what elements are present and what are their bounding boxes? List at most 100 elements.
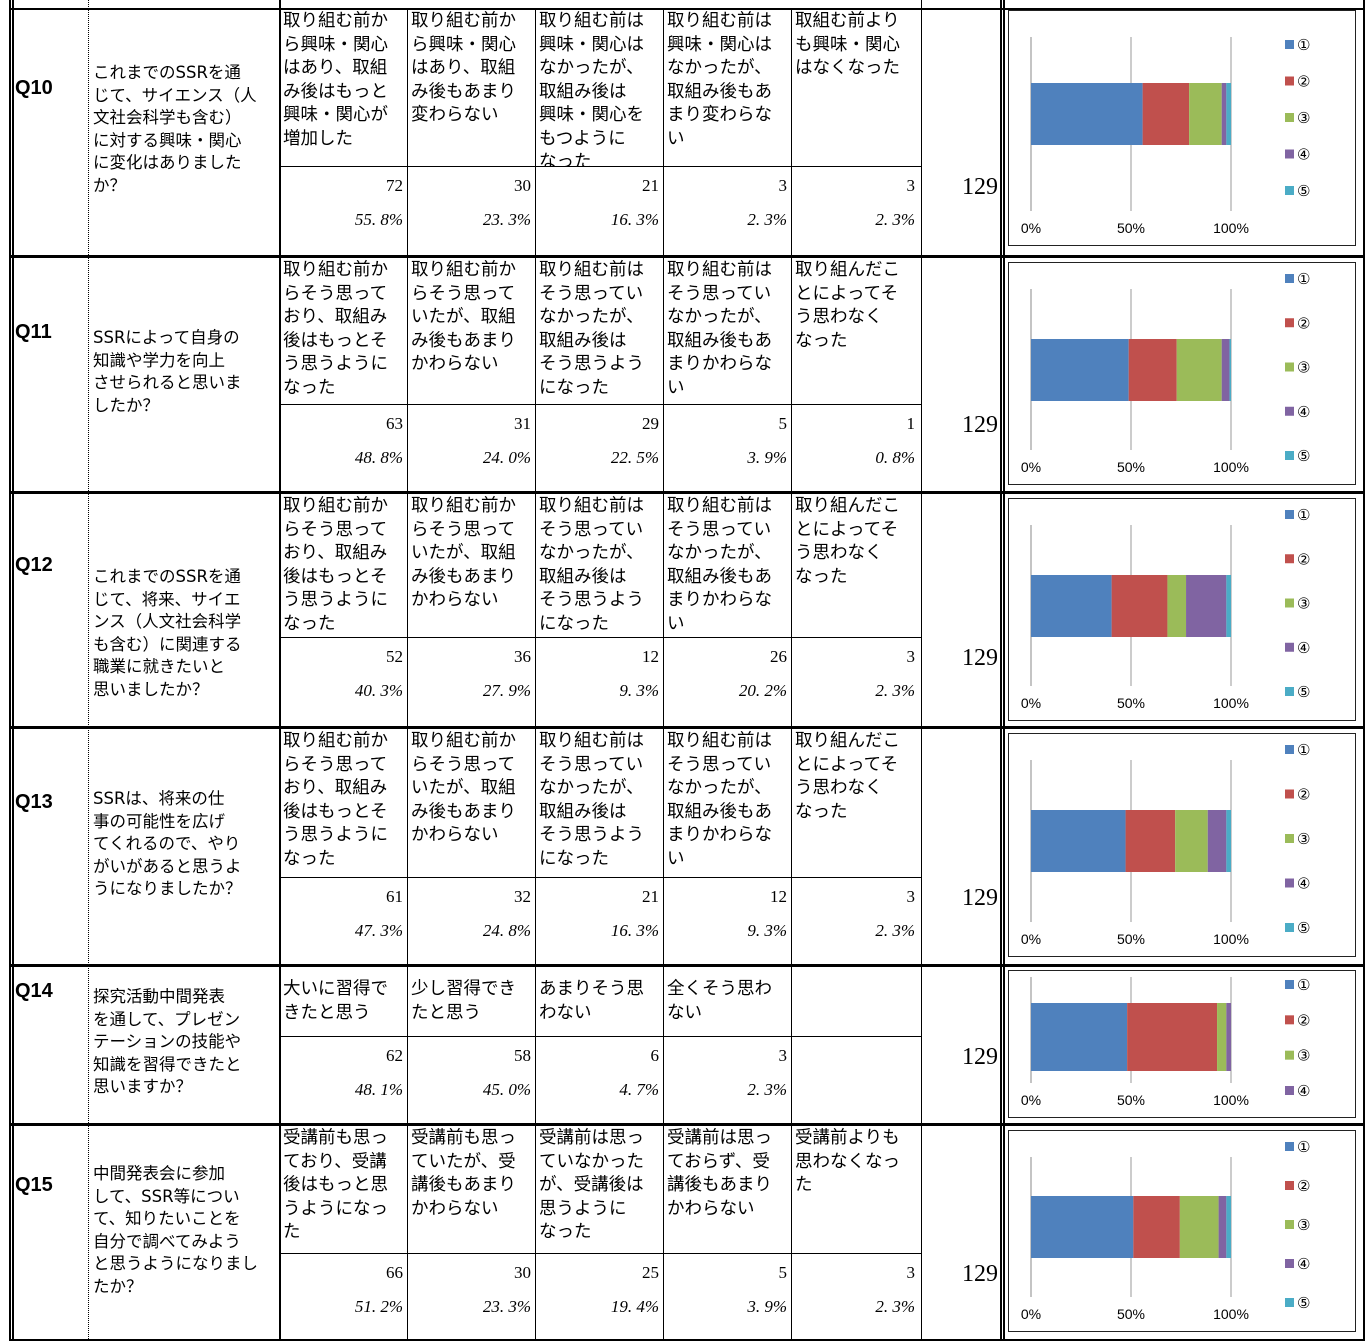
response-percent: 16. 3%: [610, 210, 659, 229]
legend-swatch: [1285, 687, 1294, 696]
grid-line: [791, 493, 793, 726]
option-label: 大いに習得で きたと思う: [283, 979, 388, 1023]
legend-label: ③: [1297, 1216, 1310, 1234]
response-percent: 2. 3%: [875, 921, 915, 940]
response-percent: 24. 0%: [482, 448, 531, 467]
response-count: 30: [514, 176, 531, 195]
grid-line: [791, 1125, 793, 1339]
grid-line: [663, 728, 665, 964]
grid-line: [791, 728, 793, 964]
legend-label: ②: [1297, 1011, 1310, 1029]
grid-line: [9, 493, 1365, 495]
response-percent: 0. 8%: [875, 448, 915, 467]
response-percent: 48. 1%: [354, 1080, 403, 1099]
response-count: 66: [386, 1263, 403, 1282]
grid-line: [9, 1125, 1365, 1127]
option-label: 取り組む前か らそう思って いたが、取組 み後もあまり かわらない: [411, 731, 516, 845]
grid-line: [407, 8, 409, 255]
legend-swatch: [1285, 76, 1294, 86]
question-text: 探究活動中間発表 を通して、プレゼン テーションの技能や 知識を習得できたと 思…: [93, 987, 242, 1096]
legend-swatch: [1285, 362, 1294, 372]
stacked-bar-chart: 0% 50% 100% ① ② ③ ④: [1008, 970, 1356, 1118]
legend-swatch: [1285, 113, 1294, 122]
question-id: Q13: [15, 791, 53, 813]
legend-swatch: [1285, 789, 1294, 799]
grid-line: [535, 728, 537, 964]
chart-bar-segment: [1218, 1196, 1227, 1258]
chart-bar-segment: [1176, 339, 1222, 401]
question-text: これまでのSSRを通 じて、サイエンス（人 文社会科学も含む） に対する興味・関…: [93, 63, 257, 195]
grid-line: [791, 966, 793, 1123]
grid-line: [1003, 0, 1005, 1339]
response-percent: 19. 4%: [610, 1297, 659, 1316]
response-count: 26: [770, 647, 787, 666]
legend-swatch: [1285, 923, 1294, 932]
response-count: 72: [386, 176, 403, 195]
chart-tick-label: 100%: [1213, 220, 1249, 236]
response-percent: 45. 0%: [482, 1080, 531, 1099]
legend-swatch: [1285, 1050, 1294, 1060]
grid-line: [407, 257, 409, 491]
response-percent: 2. 3%: [875, 681, 915, 700]
option-label: 取組む前より も興味・関心 はなくなった: [795, 11, 900, 78]
grid-line: [535, 257, 537, 491]
question-id: Q12: [15, 554, 53, 576]
option-label: 受講前は思っ ていなかった が、受講後は 思うように なった: [539, 1128, 644, 1242]
chart-tick-label: 50%: [1117, 931, 1145, 947]
option-label: 取り組む前は 興味・関心は なかったが、 取組み後は 興味・関心を もつように …: [539, 11, 644, 166]
legend-label: ③: [1297, 830, 1310, 848]
grid-line: [535, 1125, 537, 1339]
chart-bar-segment: [1128, 339, 1177, 401]
stacked-bar-chart: 0% 50% 100% ① ② ③ ④ ⑤: [1008, 10, 1356, 246]
chart-tick-label: 50%: [1117, 695, 1145, 711]
response-count: 12: [770, 887, 787, 906]
option-label: 取り組む前は そう思ってい なかったが、 取組み後もあ まりかわらな い: [667, 496, 772, 634]
chart-bar-segment: [1221, 83, 1227, 145]
grid-line: [279, 877, 922, 879]
response-percent: 20. 2%: [738, 681, 787, 700]
chart-tick-label: 50%: [1117, 1092, 1145, 1108]
grid-line: [9, 964, 1365, 966]
legend-swatch: [1285, 980, 1294, 989]
legend-swatch: [1285, 318, 1294, 328]
chart-bar-segment: [1127, 1003, 1218, 1071]
response-count: 21: [642, 176, 659, 195]
response-count: 3: [906, 176, 916, 195]
stacked-bar-chart: 0% 50% 100% ① ② ③ ④ ⑤: [1008, 733, 1356, 957]
response-count: 5: [778, 414, 788, 433]
response-total: 129: [962, 1261, 998, 1287]
grid-line: [279, 166, 922, 168]
chart-bar-segment: [1175, 810, 1208, 872]
legend-swatch: [1285, 1298, 1294, 1307]
legend-label: ⑤: [1297, 182, 1310, 200]
grid-line: [1000, 0, 1002, 1339]
response-count: 52: [386, 647, 403, 666]
chart-svg: 0% 50% 100% ① ② ③ ④ ⑤: [1021, 1138, 1311, 1322]
legend-label: ③: [1297, 359, 1310, 377]
chart-bar-segment: [1031, 339, 1129, 401]
grid-line: [279, 0, 281, 1339]
option-label: 取り組んだこ とによってそ う思わなく なった: [795, 731, 900, 822]
grid-line: [663, 1125, 665, 1339]
question-id: Q11: [15, 321, 52, 343]
response-percent: 4. 7%: [619, 1080, 659, 1099]
chart-bar-segment: [1031, 83, 1143, 145]
chart-bar-segment: [1142, 83, 1190, 145]
grid-line: [663, 493, 665, 726]
legend-swatch: [1285, 274, 1294, 283]
legend-label: ③: [1297, 595, 1310, 613]
chart-tick-label: 100%: [1213, 1306, 1249, 1322]
chart-tick-label: 50%: [1117, 220, 1145, 236]
legend-label: ⑤: [1297, 919, 1310, 937]
response-percent: 23. 3%: [482, 210, 531, 229]
legend-label: ①: [1297, 1138, 1310, 1156]
response-count: 30: [514, 1263, 531, 1282]
option-label: 取り組む前か らそう思って いたが、取組 み後もあまり かわらない: [411, 496, 516, 610]
legend-swatch: [1285, 1142, 1294, 1151]
chart-bar-segment: [1186, 575, 1227, 637]
legend-label: ④: [1297, 403, 1310, 421]
response-percent: 9. 3%: [619, 681, 659, 700]
legend-swatch: [1285, 1086, 1294, 1095]
grid-line: [279, 1036, 922, 1038]
